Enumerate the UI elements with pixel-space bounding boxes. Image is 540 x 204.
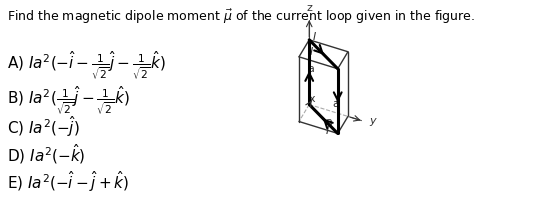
Text: x: x <box>309 94 315 104</box>
Text: a: a <box>325 117 332 127</box>
Text: I: I <box>313 32 316 42</box>
Text: I: I <box>310 47 313 57</box>
Text: $y$: $y$ <box>369 116 378 128</box>
Text: C) $Ia^2(-\hat{j})$: C) $Ia^2(-\hat{j})$ <box>7 114 80 139</box>
Text: a: a <box>333 99 339 109</box>
Text: Find the magnetic dipole moment $\vec{\mu}$ of the current loop given in the fig: Find the magnetic dipole moment $\vec{\m… <box>7 8 476 26</box>
Text: z: z <box>306 3 312 13</box>
Text: E) $Ia^2(-\hat{i} - \hat{j} + \hat{k})$: E) $Ia^2(-\hat{i} - \hat{j} + \hat{k})$ <box>7 169 130 194</box>
Text: B) $Ia^2(\frac{1}{\sqrt{2}}\hat{j} - \frac{1}{\sqrt{2}}\hat{k})$: B) $Ia^2(\frac{1}{\sqrt{2}}\hat{j} - \fr… <box>7 85 131 116</box>
Text: A) $Ia^2(-\hat{i} - \frac{1}{\sqrt{2}}\hat{j} - \frac{1}{\sqrt{2}}\hat{k})$: A) $Ia^2(-\hat{i} - \frac{1}{\sqrt{2}}\h… <box>7 50 166 81</box>
Text: I: I <box>326 126 329 136</box>
Text: D) $Ia^2(-\hat{k})$: D) $Ia^2(-\hat{k})$ <box>7 142 86 166</box>
Text: a: a <box>308 64 314 74</box>
